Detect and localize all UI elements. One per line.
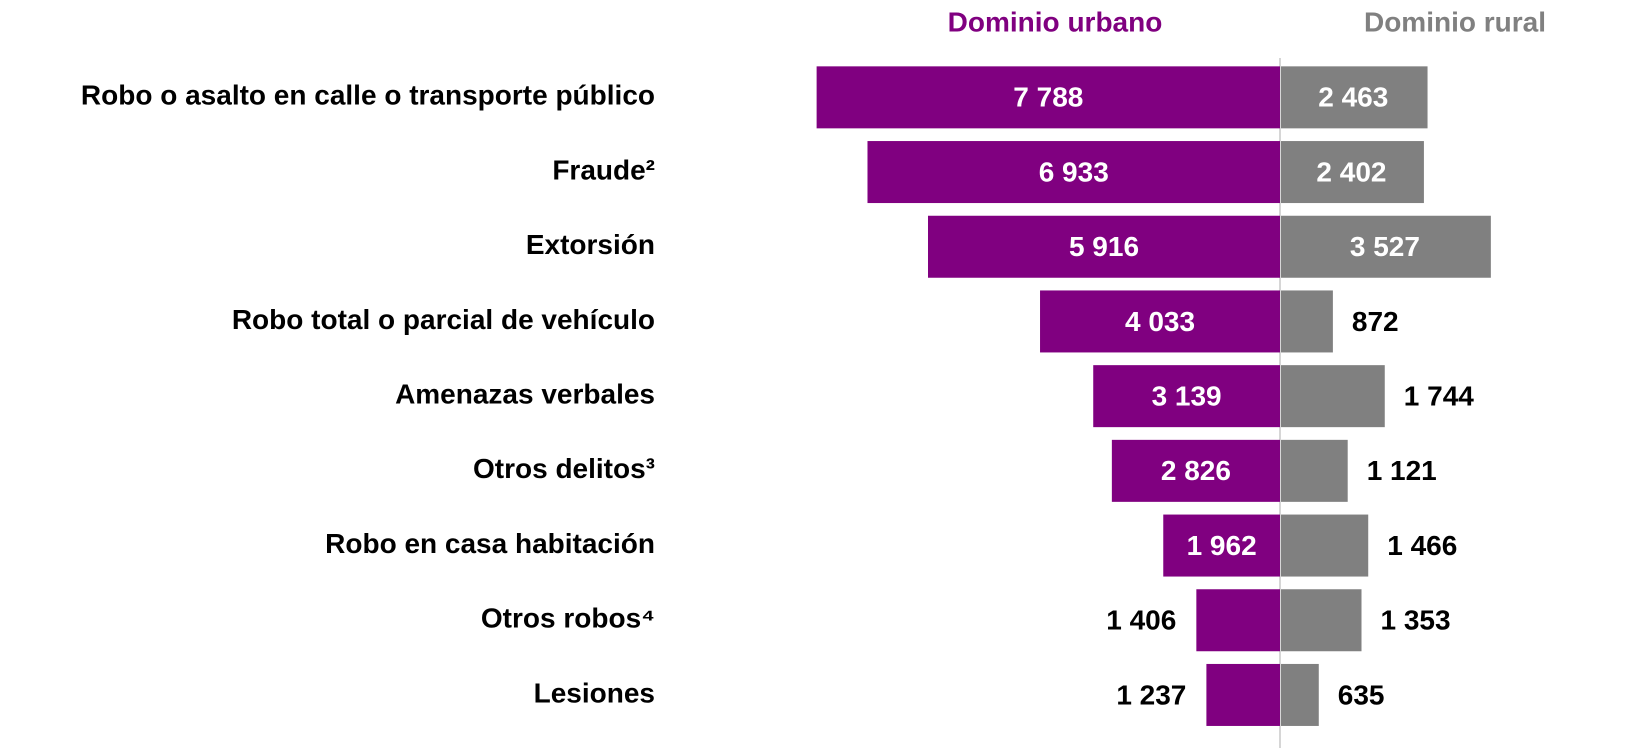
category-label: Robo o asalto en calle o transporte públ…: [81, 80, 655, 111]
value-label: 3 527: [1350, 231, 1420, 262]
bar: [927, 215, 1280, 278]
category-label: Robo total o parcial de vehículo: [232, 304, 655, 335]
category-label: Amenazas verbales: [395, 379, 655, 410]
bar: [1281, 514, 1369, 577]
value-label: 3 139: [1152, 381, 1222, 412]
bar: [867, 141, 1280, 204]
value-label: 1 962: [1187, 530, 1257, 561]
bar: [1281, 589, 1362, 652]
category-label: Extorsión: [526, 229, 655, 260]
bar: [1281, 439, 1348, 502]
bar: [1281, 215, 1491, 278]
value-label: 6 933: [1039, 156, 1109, 187]
category-label: Lesiones: [534, 677, 655, 708]
value-label: 5 916: [1069, 231, 1139, 262]
bar: [1281, 290, 1333, 353]
category-label: Robo en casa habitación: [325, 528, 655, 559]
category-label: Otros delitos³: [473, 453, 655, 484]
value-label: 2 463: [1318, 82, 1388, 113]
bar: [1093, 365, 1280, 428]
bar: [1196, 589, 1280, 652]
bar: [816, 66, 1280, 129]
bar: [1206, 663, 1280, 726]
value-label: 872: [1352, 306, 1399, 337]
legend-label: Dominio rural: [1364, 6, 1546, 37]
value-label: 2 826: [1161, 455, 1231, 486]
legend-label: Dominio urbano: [948, 6, 1163, 37]
bar: [1163, 514, 1280, 577]
bar: [1040, 290, 1280, 353]
value-label: 7 788: [1013, 82, 1083, 113]
value-label: 1 406: [1106, 605, 1176, 636]
bar: [1281, 66, 1428, 129]
bar: [1111, 439, 1280, 502]
bar: [1281, 663, 1319, 726]
value-label: 1 744: [1404, 381, 1474, 412]
value-label: 1 353: [1381, 605, 1451, 636]
category-label: Otros robos⁴: [481, 603, 655, 634]
bar: [1281, 365, 1385, 428]
value-label: 2 402: [1316, 156, 1386, 187]
bar: [1281, 141, 1424, 204]
value-label: 1 237: [1116, 679, 1186, 710]
category-label: Fraude²: [552, 154, 655, 185]
value-label: 635: [1338, 679, 1385, 710]
value-label: 1 466: [1387, 530, 1457, 561]
value-label: 4 033: [1125, 306, 1195, 337]
value-label: 1 121: [1367, 455, 1437, 486]
